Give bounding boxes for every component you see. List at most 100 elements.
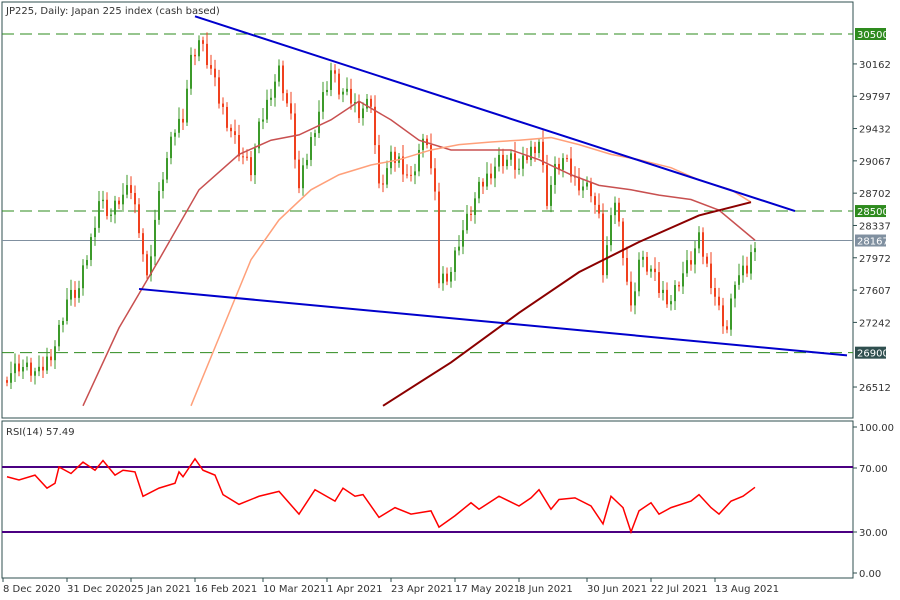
level-label: 26900 xyxy=(857,349,889,360)
candle-body xyxy=(622,221,624,258)
rsi-tick-label: 70.00 xyxy=(859,464,888,475)
chart-title: JP225, Daily: Japan 225 index (cash base… xyxy=(5,6,220,17)
candle-body xyxy=(354,102,356,104)
candle-body xyxy=(674,285,676,302)
candle-body xyxy=(426,138,428,146)
x-tick-label: 16 Feb 2021 xyxy=(195,584,257,595)
candle-body xyxy=(238,135,240,157)
y-tick-label: 28702 xyxy=(859,189,891,200)
rsi-title: RSI(14) 57.49 xyxy=(6,427,75,438)
candle-body xyxy=(570,158,572,177)
candle-body xyxy=(110,214,112,216)
candle-body xyxy=(706,256,708,264)
candle-body xyxy=(150,256,152,276)
candle-body xyxy=(86,259,88,266)
candle-body xyxy=(190,54,192,89)
y-tick-label: 27607 xyxy=(859,286,891,297)
last-price-label: 28167 xyxy=(857,237,889,248)
candle-body xyxy=(586,182,588,187)
candle-body xyxy=(226,106,228,128)
y-tick-label: 29432 xyxy=(859,125,891,136)
candle-body xyxy=(234,131,236,136)
candle-body xyxy=(526,155,528,160)
candle-body xyxy=(494,166,496,179)
candle-body xyxy=(158,190,160,220)
candle-body xyxy=(602,213,604,276)
candle-body xyxy=(206,43,208,66)
candle-body xyxy=(278,65,280,82)
candle-body xyxy=(402,156,404,175)
main-panel xyxy=(1,1,854,419)
candle-body xyxy=(202,40,204,44)
candle-body xyxy=(722,305,724,327)
rsi-panel xyxy=(1,420,854,579)
candle-body xyxy=(450,271,452,282)
candle-body xyxy=(146,254,148,276)
candle-body xyxy=(470,213,472,215)
candle-body xyxy=(366,98,368,109)
candle-body xyxy=(242,156,244,158)
ma_fast-line xyxy=(82,100,756,407)
candle-body xyxy=(594,196,596,205)
candle-body xyxy=(50,356,52,361)
rsi-tick-label: 0.00 xyxy=(859,569,881,580)
level-label: 28500 xyxy=(857,207,889,218)
y-tick-label: 29067 xyxy=(859,157,891,168)
rsi-tick-label: 100.00 xyxy=(859,423,894,434)
ma_mid-line xyxy=(190,136,752,407)
candle-body xyxy=(138,204,140,234)
x-tick-label: 31 Dec 2020 xyxy=(67,584,131,595)
candle-body xyxy=(410,174,412,176)
candle-body xyxy=(634,291,636,306)
candle-body xyxy=(626,257,628,282)
candle-body xyxy=(414,171,416,176)
candle-body xyxy=(430,145,432,169)
candle-body xyxy=(326,89,328,93)
candle-body xyxy=(678,285,680,287)
candle-body xyxy=(590,182,592,197)
candle-body xyxy=(742,265,744,276)
candle-body xyxy=(178,118,180,133)
candle-body xyxy=(610,215,612,246)
candle-body xyxy=(530,146,532,160)
candle-body xyxy=(214,68,216,78)
y-tick-label: 30162 xyxy=(859,60,891,71)
candle-body xyxy=(250,157,252,176)
level-badge xyxy=(855,28,886,40)
candle-body xyxy=(418,149,420,172)
candle-body xyxy=(218,77,220,104)
candle-body xyxy=(710,263,712,289)
x-tick-label: 30 Jun 2021 xyxy=(587,584,647,595)
candle-body xyxy=(682,273,684,287)
candle-body xyxy=(518,168,520,170)
candle-body xyxy=(26,362,28,368)
candle-body xyxy=(46,356,48,371)
candle-body xyxy=(498,154,500,167)
candle-body xyxy=(454,250,456,272)
candle-body xyxy=(614,202,616,216)
candle-body xyxy=(730,298,732,330)
main-plot xyxy=(2,15,853,407)
candle-body xyxy=(506,159,508,167)
candle-body xyxy=(246,156,248,158)
candle-body xyxy=(474,198,476,215)
candle-body xyxy=(702,232,704,257)
x-tick-label: 23 Apr 2021 xyxy=(391,584,453,595)
candle-body xyxy=(106,199,108,216)
candle-body xyxy=(386,168,388,185)
x-tick-label: 8 Dec 2020 xyxy=(3,584,61,595)
candle-body xyxy=(70,289,72,300)
candle-body xyxy=(262,119,264,122)
candle-body xyxy=(630,281,632,306)
candle-body xyxy=(550,184,552,206)
candle-body xyxy=(690,260,692,265)
candle-body xyxy=(270,97,272,100)
candle-body xyxy=(166,158,168,180)
candle-body xyxy=(698,232,700,249)
candle-body xyxy=(562,158,564,170)
candle-body xyxy=(546,165,548,206)
candle-body xyxy=(394,151,396,163)
candle-body xyxy=(18,363,20,372)
x-tick-label: 17 May 2021 xyxy=(455,584,520,595)
